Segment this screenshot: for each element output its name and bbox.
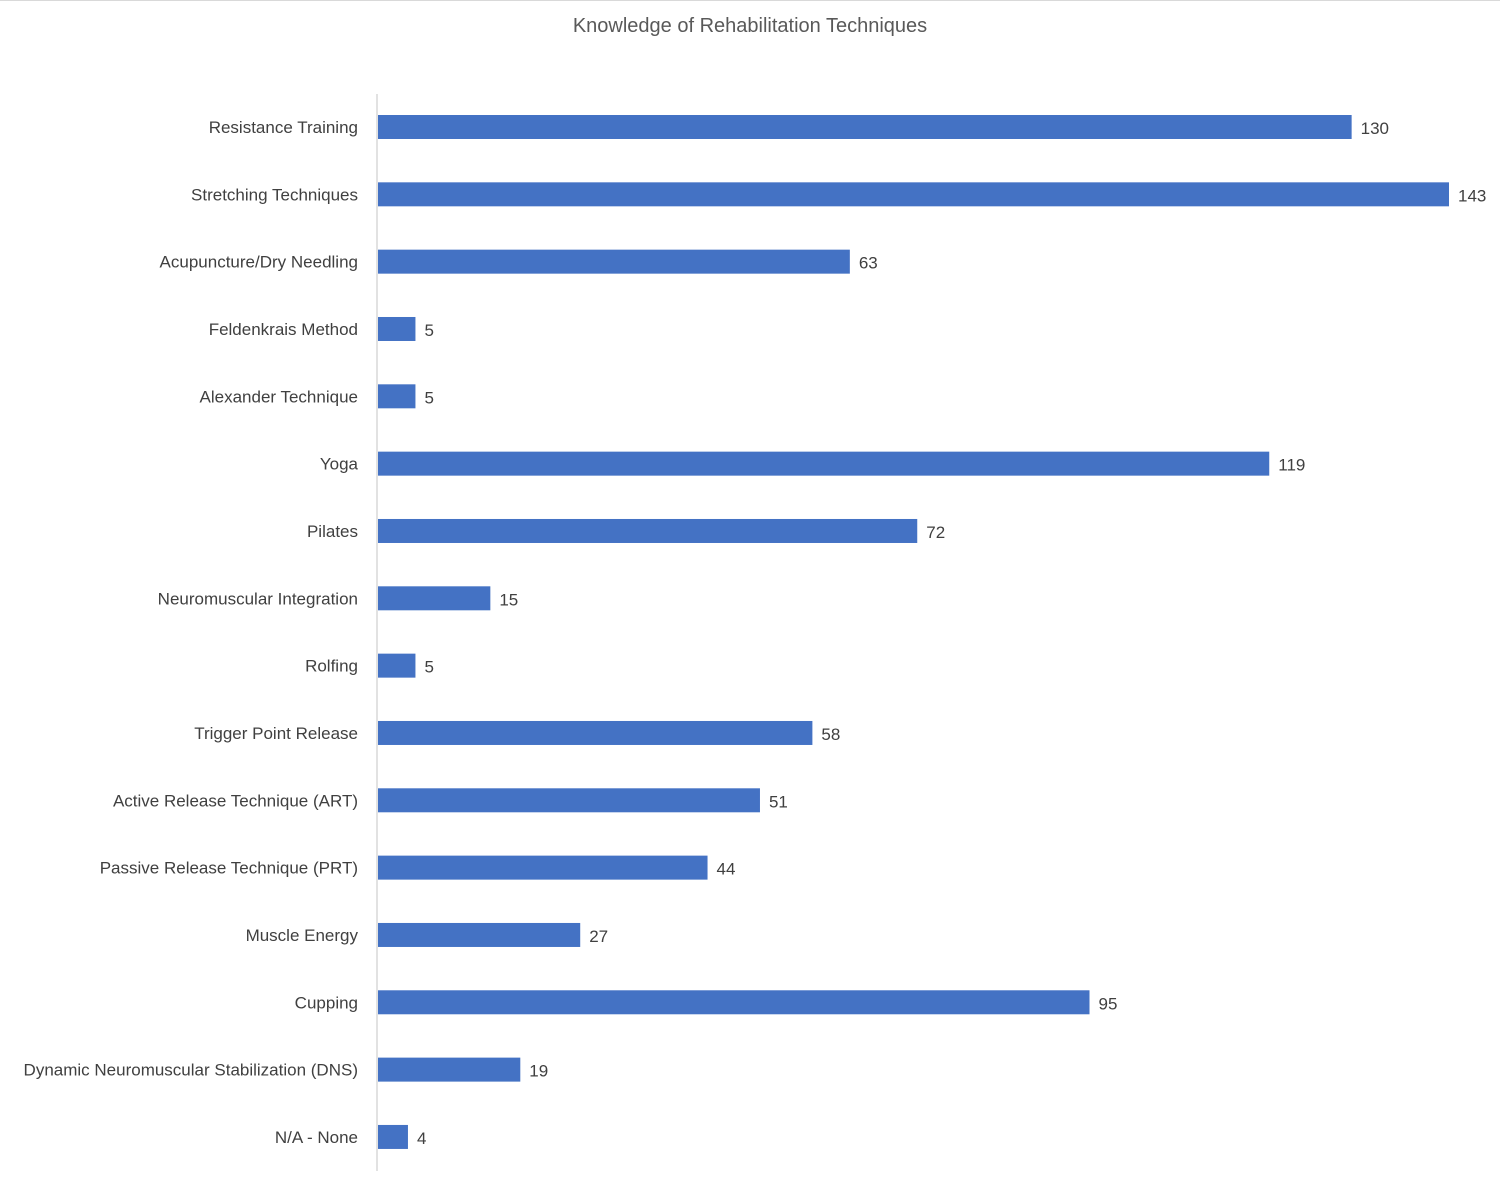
bar xyxy=(378,855,708,880)
data-label: 5 xyxy=(424,658,433,677)
bar xyxy=(378,316,416,341)
bar xyxy=(378,653,416,678)
category-label: Feldenkrais Method xyxy=(209,320,358,339)
data-label: 51 xyxy=(769,792,788,811)
data-label: 58 xyxy=(821,725,840,744)
bar xyxy=(378,451,1270,476)
bar xyxy=(378,922,581,947)
data-label: 4 xyxy=(417,1129,426,1148)
category-label: Neuromuscular Integration xyxy=(158,589,358,608)
category-label: Yoga xyxy=(320,455,359,474)
category-label: Active Release Technique (ART) xyxy=(113,791,358,810)
bar xyxy=(378,518,918,543)
category-label: Dynamic Neuromuscular Stabilization (DNS… xyxy=(24,1061,358,1080)
category-label: Rolfing xyxy=(305,657,358,676)
bar xyxy=(378,1124,408,1149)
chart-title: Knowledge of Rehabilitation Techniques xyxy=(572,15,928,37)
category-label: Acupuncture/Dry Needling xyxy=(160,253,358,272)
data-label: 63 xyxy=(859,254,878,273)
category-label: Pilates xyxy=(307,522,358,541)
data-label: 72 xyxy=(926,523,945,542)
data-label: 19 xyxy=(529,1062,548,1081)
data-label: 5 xyxy=(424,321,433,340)
bar xyxy=(378,182,1449,207)
category-label: Resistance Training xyxy=(209,118,358,137)
bar xyxy=(378,249,850,274)
category-label: Cupping xyxy=(295,993,358,1012)
data-label: 5 xyxy=(424,388,433,407)
bar xyxy=(378,586,491,611)
bar xyxy=(378,720,813,745)
category-label: Stretching Techniques xyxy=(191,185,358,204)
data-label: 27 xyxy=(589,927,608,946)
bar xyxy=(378,990,1090,1015)
category-label: Muscle Energy xyxy=(246,926,359,945)
category-label: N/A - None xyxy=(275,1128,358,1147)
data-label: 95 xyxy=(1099,994,1118,1013)
category-label: Passive Release Technique (PRT) xyxy=(100,859,358,878)
category-label: Trigger Point Release xyxy=(194,724,358,743)
bar xyxy=(378,115,1352,139)
category-label: Alexander Technique xyxy=(200,387,358,406)
data-label: 15 xyxy=(499,590,518,609)
data-label: 130 xyxy=(1361,119,1389,138)
data-label: 143 xyxy=(1458,186,1486,205)
data-label: 44 xyxy=(717,860,736,879)
data-label: 119 xyxy=(1278,456,1305,475)
bar xyxy=(378,1057,521,1082)
bar xyxy=(378,788,760,813)
bar xyxy=(378,384,416,409)
